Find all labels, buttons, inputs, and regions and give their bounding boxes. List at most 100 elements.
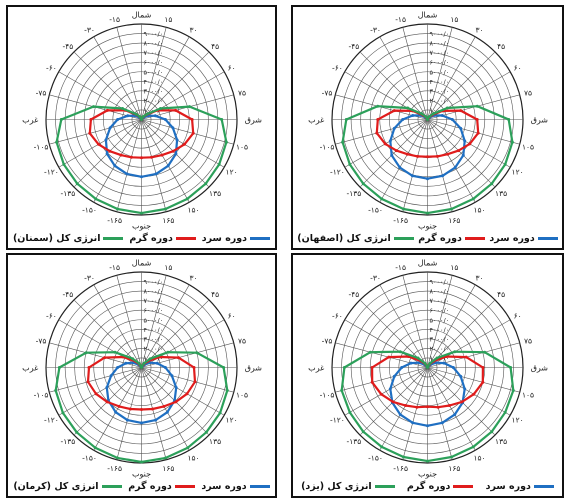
data-point-cold: [398, 413, 402, 417]
data-point-cold: [390, 153, 394, 157]
data-point-total: [141, 115, 145, 119]
data-point-hot: [375, 131, 379, 135]
series-points-cold: [388, 113, 467, 181]
data-point-hot: [426, 405, 429, 409]
radial-tick-label: ۵۰۰۰/۰: [430, 316, 450, 324]
data-point-total: [224, 140, 228, 144]
legend-label: دوره گرم: [128, 480, 172, 492]
angle-tick-label: -۱۳۵: [61, 437, 76, 446]
polar-plot-kerman: ۱۵ ۳۰ ۴۵ ۶۰ ۷۵ ۱۰۵ ۱۲۰ ۱۳۵ ۱۵۰ ۱۶۵ -۱۶۵ -۱۵۰ -۱۳۵ -۱۲…: [22, 258, 263, 479]
data-point-hot: [185, 392, 189, 396]
data-point-cold: [401, 118, 405, 121]
data-point-hot: [387, 355, 391, 359]
direction-label-east: شرق: [245, 116, 263, 125]
direction-label-west: غرب: [308, 364, 324, 373]
grid-spoke: [379, 36, 428, 120]
angle-tick-label: -۱۵۰: [368, 454, 383, 463]
data-point-total: [471, 445, 475, 449]
legend-item-total: انرژی کل (یزد): [301, 481, 395, 492]
angle-tick-label: -۱۵۰: [82, 454, 97, 463]
grid-spoke: [141, 119, 167, 212]
direction-label-south: جنوب: [418, 470, 437, 479]
data-point-total: [195, 351, 199, 355]
data-point-cold: [459, 126, 463, 130]
grid-spoke: [93, 119, 142, 203]
radial-tick-label: ۶۰۰۰/۰: [430, 59, 450, 67]
data-point-total: [450, 207, 453, 211]
data-point-cold: [440, 114, 444, 117]
legend-swatch-red: [464, 236, 485, 240]
legend-item-cold: دوره سرد: [201, 480, 270, 492]
data-point-total: [137, 361, 141, 365]
data-point-cold: [410, 174, 414, 178]
data-point-hot: [160, 153, 164, 157]
polar-chart-semnan: ۱۵ ۳۰ ۴۵ ۶۰ ۷۵ ۱۰۵ ۱۲۰ ۱۳۵ ۱۵۰ ۱۶۵ -۱۶۵ -۱۵۰ -۱۳۵ -۱۲…: [6, 5, 277, 250]
angle-tick-label: ۴۵: [211, 290, 219, 299]
data-point-cold: [388, 387, 392, 391]
data-point-cold: [124, 361, 128, 365]
angle-tick-label: ۱۰۵: [522, 142, 534, 151]
radial-tick-label: ۷۰۰۰/۰: [144, 297, 164, 305]
data-point-hot: [183, 142, 186, 146]
data-point-cold: [459, 374, 463, 378]
data-point-hot: [404, 404, 407, 407]
angle-tick-label: -۴۵: [349, 42, 360, 51]
legend-swatch-red: [453, 484, 474, 488]
grid-spoke: [379, 367, 428, 451]
angle-tick-label: -۱۶۵: [107, 216, 122, 225]
grid-spoke: [427, 275, 453, 368]
data-point-total: [134, 112, 138, 116]
angle-tick-label: -۱۳۵: [347, 189, 362, 198]
data-point-hot: [89, 118, 93, 121]
legend-label: انرژی کل (سمنان): [12, 232, 101, 244]
direction-label-south: جنوب: [132, 470, 151, 479]
data-point-cold: [409, 361, 413, 365]
data-point-total: [113, 350, 117, 354]
grid-spoke: [141, 367, 167, 460]
angle-tick-label: -۱۵: [109, 263, 120, 272]
data-point-cold: [125, 418, 129, 422]
data-point-total: [159, 107, 162, 110]
angle-tick-labels: ۱۵ ۳۰ ۴۵ ۶۰ ۷۵ ۱۰۵ ۱۲۰ ۱۳۵ ۱۵۰ ۱۶۵ -۱۶۵ -۱۵۰ -۱۳۵ -۱۲…: [320, 15, 534, 225]
legend-label: دوره سرد: [489, 232, 535, 244]
data-point-hot: [459, 109, 463, 113]
angle-tick-label: ۱۶۵: [162, 464, 174, 473]
data-point-total: [116, 207, 119, 211]
angle-tick-label: ۱۵: [450, 263, 458, 272]
grid-spoke: [116, 119, 142, 212]
data-point-total: [490, 430, 494, 434]
data-point-cold: [108, 126, 112, 130]
data-point-total: [426, 459, 429, 463]
data-point-hot: [426, 155, 429, 159]
legend-label: دوره سرد: [485, 480, 531, 492]
data-point-hot: [94, 392, 98, 396]
radial-tick-label: ۲۰۰۰/۰: [144, 345, 164, 353]
data-point-cold: [441, 174, 445, 178]
data-point-hot: [129, 155, 133, 159]
data-point-total: [220, 118, 224, 121]
data-point-total: [57, 366, 61, 369]
grid-spoke: [359, 51, 428, 120]
data-point-total: [217, 162, 221, 166]
legend-swatch-red: [175, 236, 196, 240]
data-point-total: [426, 364, 430, 368]
data-point-cold: [426, 177, 429, 181]
data-point-hot: [468, 142, 472, 146]
legend-item-total: انرژی کل (سمنان): [12, 232, 124, 244]
grid-spoke: [49, 119, 142, 145]
grid-spoke: [58, 367, 142, 416]
data-point-hot: [436, 405, 440, 409]
radial-tick-label: ۶۰۰۰/۰: [144, 307, 164, 315]
data-point-cold: [411, 421, 415, 425]
legend-label: دوره سرد: [201, 480, 247, 492]
data-point-total: [75, 182, 79, 186]
direction-label-north: شمال: [418, 258, 438, 267]
angle-tick-label: ۱۵۰: [187, 206, 199, 215]
data-point-total: [428, 361, 432, 365]
radial-tick-label: ۸۰۰۰/۰: [430, 288, 450, 296]
data-point-total: [361, 182, 365, 186]
data-point-total: [376, 104, 380, 108]
data-point-cold: [440, 421, 444, 425]
radial-tick-label: ۷۰۰۰/۰: [430, 297, 450, 305]
direction-label-east: شرق: [245, 364, 263, 373]
